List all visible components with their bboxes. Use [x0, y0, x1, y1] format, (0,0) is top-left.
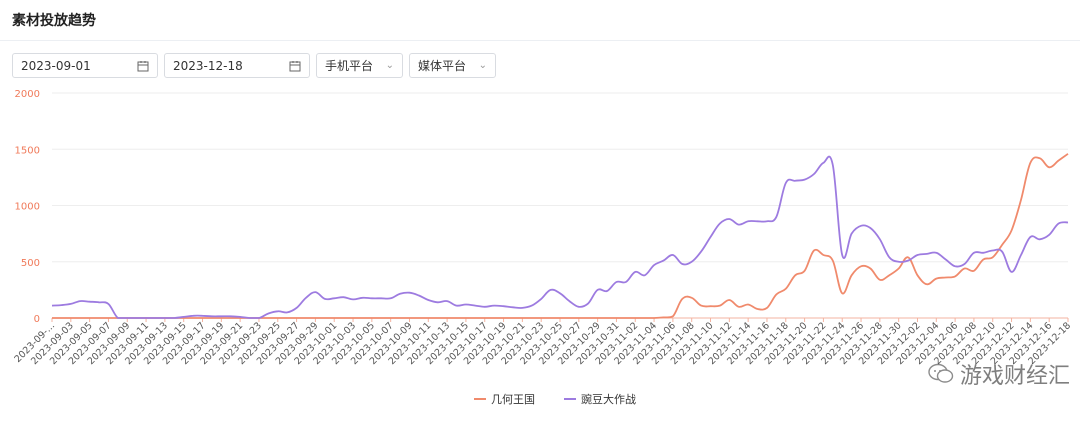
chevron-down-icon: ⌄	[385, 60, 394, 71]
end-date-value: 2023-12-18	[173, 58, 243, 73]
media-select[interactable]: 媒体平台 ⌄	[409, 53, 496, 78]
start-date-value: 2023-09-01	[21, 58, 91, 73]
platform-select-value: 手机平台	[325, 59, 374, 73]
filter-bar: 2023-09-01 2023-12-18 手机平台 ⌄ 媒体平台 ⌄	[12, 53, 496, 80]
page-title: 素材投放趋势	[12, 13, 96, 29]
wechat-icon	[928, 363, 954, 383]
calendar-icon	[137, 60, 149, 71]
calendar-icon	[289, 60, 301, 71]
series-line-1	[51, 153, 1069, 319]
y-tick-label: 0	[34, 314, 40, 325]
y-tick-label: 500	[21, 258, 40, 269]
header-divider	[0, 40, 1080, 41]
legend-label: 几何王国	[491, 393, 535, 406]
start-date-picker[interactable]: 2023-09-01	[12, 53, 158, 78]
platform-select[interactable]: 手机平台 ⌄	[316, 53, 403, 78]
y-tick-label: 2000	[15, 89, 40, 100]
watermark: 游戏财经汇	[928, 358, 1070, 390]
media-select-value: 媒体平台	[418, 59, 467, 73]
y-tick-label: 1000	[15, 202, 40, 213]
y-tick-label: 1500	[15, 145, 40, 156]
series-line-2	[51, 155, 1069, 319]
end-date-picker[interactable]: 2023-12-18	[164, 53, 310, 78]
trend-chart: 05001000150020002023-09-...2023-09-03202…	[12, 89, 1073, 406]
chevron-down-icon: ⌄	[478, 60, 487, 71]
watermark-text: 游戏财经汇	[959, 364, 1070, 389]
legend-label: 豌豆大作战	[581, 392, 636, 406]
